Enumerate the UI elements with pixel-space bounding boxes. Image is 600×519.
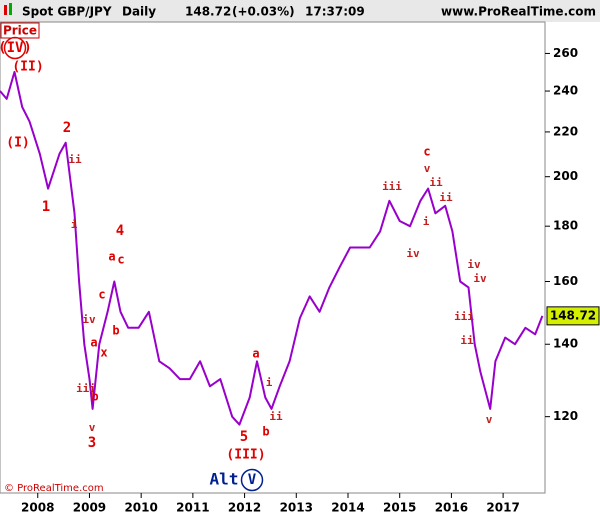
annotation: iv	[406, 247, 420, 260]
annotation: 3	[88, 435, 96, 451]
annotation: a	[108, 250, 115, 264]
annotation: Alt	[210, 470, 239, 489]
annotation: (III)	[226, 448, 265, 463]
y-tick-label: 180	[553, 219, 578, 233]
annotation: V	[248, 472, 257, 488]
annotation: a	[252, 347, 259, 361]
annotation: i	[266, 376, 273, 389]
change: (+0.03%)	[232, 5, 295, 19]
annotation: c	[98, 288, 105, 302]
last-price-box	[546, 306, 600, 326]
annotation: i	[423, 215, 430, 228]
annotation-circle	[240, 468, 264, 492]
x-tick-label: 2017	[486, 501, 519, 515]
copyright: © ProRealTime.com	[4, 483, 104, 494]
x-tick-label: 2008	[21, 501, 54, 515]
annotation: v	[89, 421, 96, 434]
panel-label: Price	[3, 24, 37, 38]
x-tick-label: 2015	[383, 501, 416, 515]
annotation: a	[90, 336, 97, 350]
annotation-circle	[3, 36, 27, 60]
annotation: b	[262, 425, 269, 439]
y-tick-label: 220	[553, 124, 578, 138]
annotation: ii	[68, 153, 82, 166]
annotation: c	[423, 145, 430, 159]
annotation: b	[112, 324, 119, 338]
y-tick-label: 120	[553, 409, 578, 423]
symbol: Spot GBP/JPY	[22, 5, 112, 19]
annotation: iii	[454, 310, 474, 323]
y-tick-label: 260	[553, 46, 578, 60]
x-tick-label: 2012	[228, 501, 261, 515]
annotation: x	[100, 346, 107, 360]
x-tick-label: 2010	[124, 501, 157, 515]
annotation: b	[91, 390, 98, 404]
x-tick-label: 2016	[435, 501, 468, 515]
price-line	[0, 70, 544, 426]
annotation: ii	[429, 176, 443, 189]
annotation: iv	[467, 258, 481, 271]
annotation: iii	[76, 382, 96, 395]
x-tick-label: 2009	[73, 501, 106, 515]
annotation: 2	[63, 120, 71, 136]
annotation: v	[424, 162, 431, 175]
annotation: v	[486, 413, 493, 426]
annotation: iii	[382, 180, 402, 193]
last-price-label: 148.72	[550, 308, 596, 322]
annotation: 5	[240, 429, 248, 445]
y-tick-label: 140	[553, 337, 578, 351]
annotation: 1	[42, 199, 50, 215]
site: www.ProRealTime.com	[441, 5, 596, 19]
annotation: ii	[460, 334, 474, 347]
annotation: iv	[473, 272, 487, 285]
annotation: ii	[439, 191, 453, 204]
annotation: (IV)	[0, 40, 32, 56]
header-icon	[4, 3, 12, 15]
plot-area	[0, 21, 546, 494]
annotation: c	[117, 253, 124, 267]
y-tick-label: 240	[553, 84, 578, 98]
y-tick-label: 200	[553, 169, 578, 183]
annotation: ii	[269, 410, 283, 423]
time: 17:37:09	[305, 5, 365, 19]
period: Daily	[122, 5, 156, 19]
annotation: iv	[82, 313, 96, 326]
annotation: i	[71, 218, 78, 231]
annotation: 4	[116, 223, 124, 239]
y-tick-label: 160	[553, 274, 578, 288]
x-tick-label: 2011	[176, 501, 209, 515]
x-tick-label: 2014	[331, 501, 364, 515]
annotation: (II)	[12, 60, 43, 75]
x-tick-label: 2013	[280, 501, 313, 515]
last-price: 148.72	[185, 5, 231, 19]
annotation: (I)	[6, 136, 29, 151]
header-bar	[0, 0, 600, 22]
